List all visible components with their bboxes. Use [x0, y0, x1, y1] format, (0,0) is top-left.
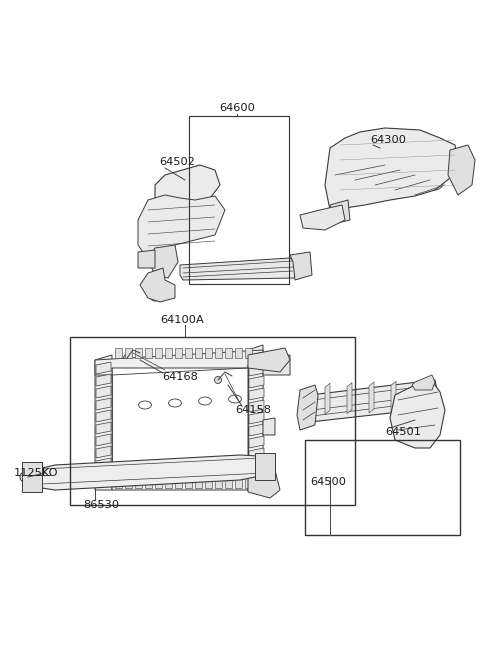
- Text: 64158: 64158: [235, 405, 271, 415]
- Circle shape: [215, 377, 221, 384]
- Polygon shape: [297, 385, 318, 430]
- Polygon shape: [249, 424, 264, 436]
- Polygon shape: [215, 348, 222, 358]
- Polygon shape: [155, 478, 162, 488]
- Polygon shape: [96, 470, 111, 482]
- Polygon shape: [96, 422, 111, 434]
- Polygon shape: [249, 448, 264, 460]
- Text: 64502: 64502: [159, 157, 195, 167]
- Polygon shape: [263, 355, 290, 375]
- Text: 1125KO: 1125KO: [14, 468, 59, 478]
- Polygon shape: [96, 434, 111, 446]
- Text: 64300: 64300: [370, 135, 406, 145]
- Polygon shape: [235, 478, 242, 488]
- Polygon shape: [195, 478, 202, 488]
- Bar: [70, 337, 355, 505]
- Polygon shape: [138, 250, 155, 268]
- Polygon shape: [225, 348, 232, 358]
- Polygon shape: [96, 398, 111, 410]
- Text: 64168: 64168: [162, 372, 198, 382]
- Polygon shape: [145, 348, 152, 358]
- Text: 64600: 64600: [219, 103, 255, 113]
- Text: 64501: 64501: [385, 427, 421, 437]
- Polygon shape: [390, 385, 445, 448]
- Bar: [189, 116, 289, 284]
- Polygon shape: [155, 165, 220, 215]
- Polygon shape: [138, 195, 225, 255]
- Polygon shape: [180, 258, 295, 280]
- Polygon shape: [248, 348, 290, 372]
- Polygon shape: [96, 458, 111, 470]
- Text: 64500: 64500: [310, 477, 346, 487]
- Polygon shape: [35, 455, 270, 490]
- Polygon shape: [249, 364, 264, 376]
- Polygon shape: [325, 128, 458, 210]
- Polygon shape: [412, 375, 435, 390]
- Polygon shape: [249, 412, 264, 424]
- Text: 86530: 86530: [83, 500, 119, 510]
- Polygon shape: [205, 478, 212, 488]
- Text: 64100A: 64100A: [160, 315, 204, 325]
- Circle shape: [123, 354, 131, 361]
- Polygon shape: [185, 348, 192, 358]
- Polygon shape: [249, 400, 264, 412]
- Polygon shape: [155, 348, 162, 358]
- Polygon shape: [165, 348, 172, 358]
- Polygon shape: [249, 388, 264, 400]
- Polygon shape: [96, 362, 111, 374]
- Bar: [305, 440, 460, 535]
- Polygon shape: [195, 348, 202, 358]
- Polygon shape: [263, 456, 275, 475]
- Polygon shape: [263, 418, 275, 435]
- Polygon shape: [248, 470, 280, 498]
- Polygon shape: [96, 410, 111, 422]
- Polygon shape: [307, 380, 438, 422]
- Polygon shape: [175, 348, 182, 358]
- Polygon shape: [413, 380, 418, 411]
- Polygon shape: [125, 478, 132, 488]
- Polygon shape: [245, 348, 252, 358]
- Polygon shape: [249, 376, 264, 388]
- Polygon shape: [125, 348, 132, 358]
- Polygon shape: [95, 462, 263, 490]
- Polygon shape: [185, 478, 192, 488]
- Polygon shape: [96, 386, 111, 398]
- Polygon shape: [391, 381, 396, 412]
- Polygon shape: [300, 205, 345, 230]
- Polygon shape: [205, 348, 212, 358]
- Polygon shape: [95, 350, 263, 375]
- Polygon shape: [175, 478, 182, 488]
- Polygon shape: [225, 478, 232, 488]
- Polygon shape: [22, 462, 42, 492]
- Polygon shape: [165, 478, 172, 488]
- Polygon shape: [369, 382, 374, 413]
- Polygon shape: [140, 268, 175, 302]
- Polygon shape: [248, 345, 263, 490]
- Polygon shape: [145, 478, 152, 488]
- Polygon shape: [249, 352, 264, 364]
- Polygon shape: [245, 478, 252, 488]
- Polygon shape: [115, 348, 122, 358]
- Polygon shape: [249, 436, 264, 448]
- Polygon shape: [135, 348, 142, 358]
- Polygon shape: [135, 478, 142, 488]
- Polygon shape: [148, 245, 178, 278]
- Polygon shape: [115, 478, 122, 488]
- Polygon shape: [325, 383, 330, 414]
- Polygon shape: [255, 453, 275, 480]
- Polygon shape: [290, 252, 312, 280]
- Polygon shape: [448, 145, 475, 195]
- Polygon shape: [215, 478, 222, 488]
- Polygon shape: [330, 200, 350, 224]
- Polygon shape: [347, 382, 352, 413]
- Polygon shape: [96, 374, 111, 386]
- Polygon shape: [95, 355, 112, 490]
- Polygon shape: [249, 460, 264, 472]
- Polygon shape: [235, 348, 242, 358]
- Polygon shape: [96, 446, 111, 458]
